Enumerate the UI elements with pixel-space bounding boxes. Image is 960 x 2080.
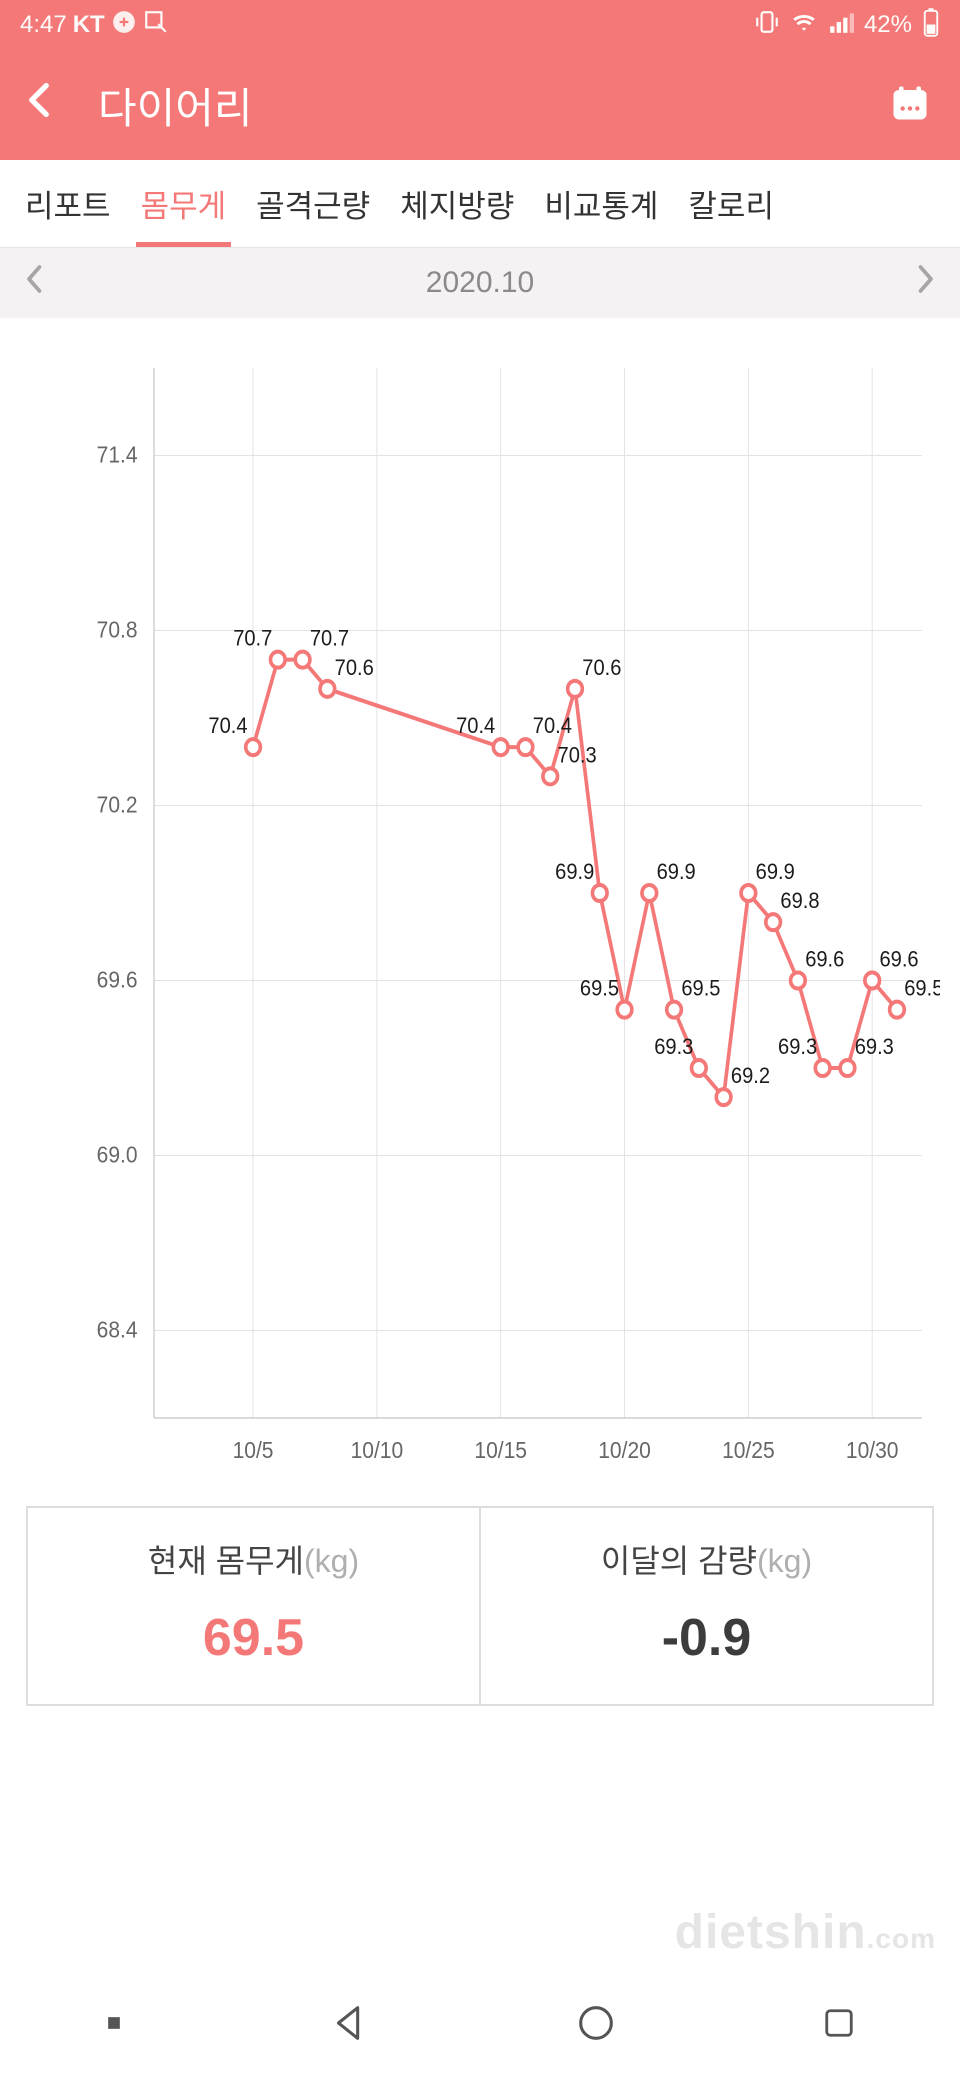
current-weight-unit: (kg) [304, 1543, 359, 1579]
tab-bar: 리포트몸무게골격근량체지방량비교통계칼로리 [0, 160, 960, 248]
svg-text:70.6: 70.6 [335, 656, 374, 680]
current-weight-value: 69.5 [38, 1608, 469, 1668]
svg-text:10/5: 10/5 [233, 1437, 274, 1463]
svg-text:69.5: 69.5 [904, 977, 940, 1001]
svg-text:69.8: 69.8 [780, 889, 819, 913]
svg-text:69.3: 69.3 [654, 1035, 693, 1059]
svg-text:70.3: 70.3 [558, 744, 597, 768]
watermark: dietshin.com [675, 1905, 936, 1960]
nav-home-icon[interactable] [573, 2000, 619, 2051]
nav-overview-icon[interactable] [818, 2002, 860, 2049]
svg-text:69.0: 69.0 [97, 1142, 138, 1168]
status-bar: 4:47 KT 42% [0, 0, 960, 50]
status-carrier: KT [73, 11, 105, 39]
chart-canvas: 10/5 10/10 10/15 10/20 10/25 10/30 68.4 69.0 69.… [90, 358, 940, 1478]
svg-text:69.9: 69.9 [555, 860, 594, 884]
weight-chart: 10/5 10/10 10/15 10/20 10/25 10/30 68.4 69.0 69.… [0, 318, 960, 1498]
status-time: 4:47 [20, 11, 67, 39]
svg-text:70.4: 70.4 [456, 714, 495, 738]
search-icon [143, 9, 169, 42]
month-loss-value: -0.9 [491, 1608, 922, 1668]
month-loss-unit: (kg) [757, 1543, 812, 1579]
back-button[interactable] [28, 82, 50, 128]
svg-text:69.6: 69.6 [97, 967, 138, 993]
nav-recent-icon[interactable] [100, 2009, 128, 2042]
calendar-icon[interactable] [888, 81, 932, 130]
svg-text:70.6: 70.6 [582, 656, 621, 680]
signal-icon [828, 9, 854, 42]
svg-text:71.4: 71.4 [97, 442, 138, 468]
tab-2[interactable]: 골격근량 [241, 160, 385, 247]
svg-text:70.7: 70.7 [310, 627, 349, 651]
tab-5[interactable]: 칼로리 [673, 160, 789, 247]
wifi-icon [790, 9, 818, 42]
svg-text:70.7: 70.7 [233, 627, 272, 651]
month-label: 2020.10 [426, 266, 534, 300]
svg-text:69.5: 69.5 [580, 977, 619, 1001]
battery-pct: 42% [864, 11, 912, 39]
vibrate-icon [754, 9, 780, 42]
svg-text:10/10: 10/10 [351, 1437, 404, 1463]
app-header: 다이어리 [0, 50, 960, 160]
tab-1[interactable]: 몸무게 [126, 160, 242, 247]
svg-text:10/15: 10/15 [474, 1437, 527, 1463]
svg-text:69.5: 69.5 [681, 977, 720, 1001]
svg-text:10/25: 10/25 [722, 1437, 775, 1463]
current-weight-cell: 현재 몸무게(kg) 69.5 [28, 1508, 479, 1704]
svg-text:70.2: 70.2 [97, 792, 138, 818]
svg-text:70.4: 70.4 [533, 714, 572, 738]
battery-icon [922, 7, 940, 44]
summary-panel: 현재 몸무게(kg) 69.5 이달의 감량(kg) -0.9 [26, 1506, 934, 1706]
month-navigator: 2020.10 [0, 248, 960, 318]
month-loss-cell: 이달의 감량(kg) -0.9 [479, 1508, 932, 1704]
page-title: 다이어리 [98, 75, 888, 136]
carrier-icon [111, 9, 137, 42]
tab-4[interactable]: 비교통계 [529, 160, 673, 247]
svg-text:69.6: 69.6 [880, 948, 919, 972]
svg-text:69.3: 69.3 [778, 1035, 817, 1059]
nav-back-icon[interactable] [327, 2000, 373, 2051]
month-prev-button[interactable] [26, 264, 44, 303]
system-nav-bar [0, 1970, 960, 2080]
svg-text:10/20: 10/20 [598, 1437, 651, 1463]
svg-text:69.3: 69.3 [855, 1035, 894, 1059]
tab-3[interactable]: 체지방량 [385, 160, 529, 247]
month-loss-label: 이달의 감량 [601, 1543, 757, 1579]
svg-text:69.9: 69.9 [756, 860, 795, 884]
svg-text:69.2: 69.2 [731, 1064, 770, 1088]
svg-text:68.4: 68.4 [97, 1317, 138, 1343]
svg-text:69.9: 69.9 [657, 860, 696, 884]
svg-text:10/30: 10/30 [846, 1437, 899, 1463]
tab-0[interactable]: 리포트 [10, 160, 126, 247]
month-next-button[interactable] [916, 264, 934, 303]
current-weight-label: 현재 몸무게 [148, 1543, 304, 1579]
svg-text:69.6: 69.6 [805, 948, 844, 972]
svg-text:70.4: 70.4 [208, 714, 247, 738]
svg-text:70.8: 70.8 [97, 617, 138, 643]
